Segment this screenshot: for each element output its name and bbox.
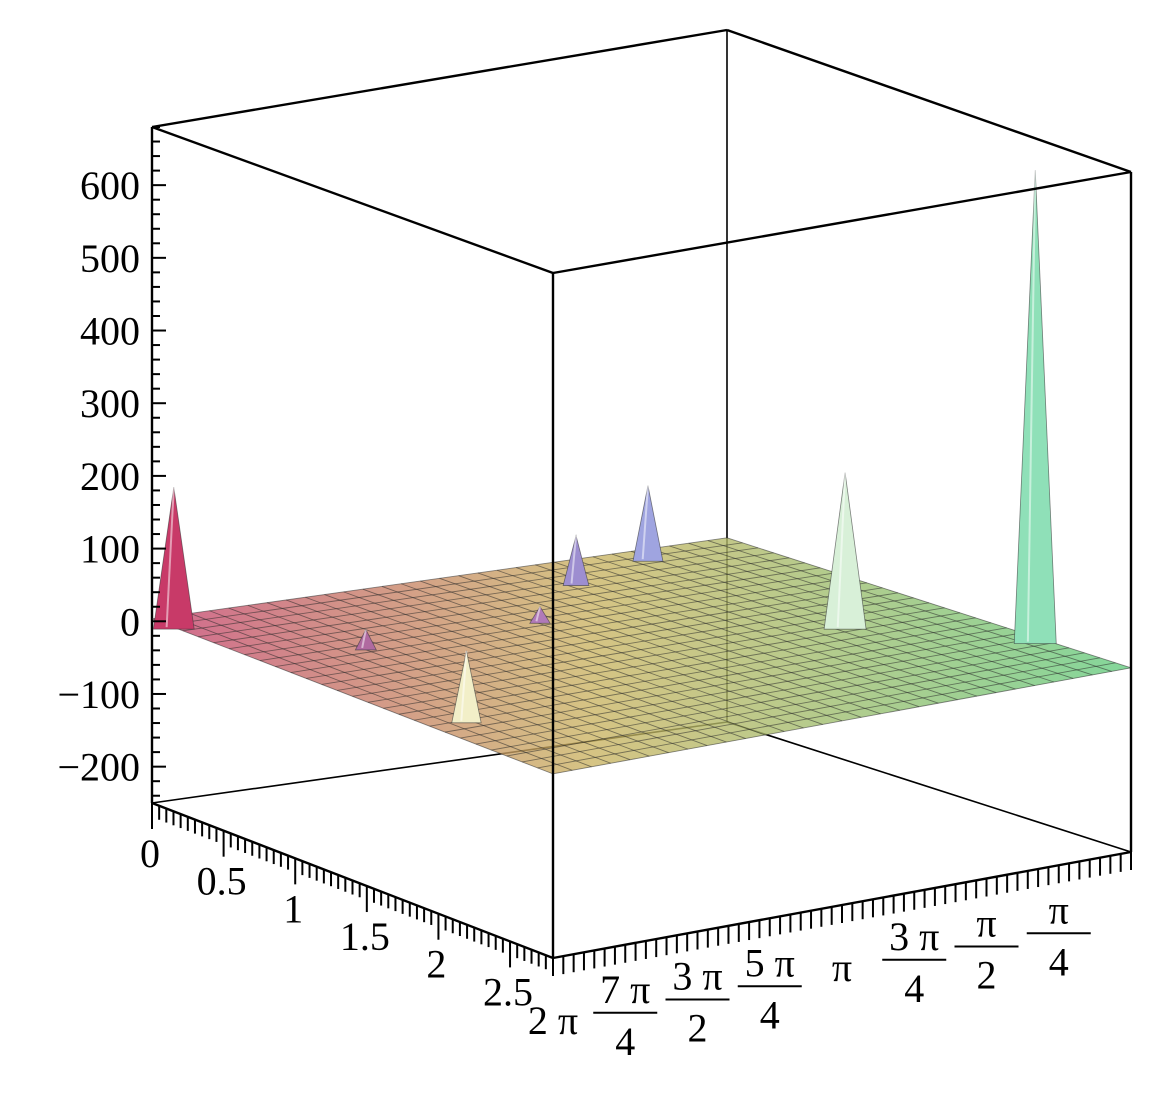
surface-gridline bbox=[420, 580, 823, 725]
surface-peak bbox=[451, 650, 482, 724]
peak-highlight bbox=[1026, 170, 1037, 642]
z-tick-label: 600 bbox=[80, 163, 140, 208]
surface-gridline bbox=[151, 618, 554, 775]
frame-edge bbox=[552, 170, 1132, 275]
y-tick-label-den: 2 bbox=[688, 1006, 708, 1051]
surface-gridline bbox=[324, 594, 727, 743]
back-frame bbox=[150, 28, 1132, 853]
x-tick-label: 2 bbox=[426, 942, 446, 987]
peak-highlight bbox=[641, 485, 649, 560]
x-axis: 0 0.5 1 1.5 2 2.5 bbox=[140, 803, 554, 1014]
surface bbox=[151, 537, 1132, 775]
surface-peak bbox=[632, 485, 664, 562]
x-tick-label: 1 bbox=[283, 886, 303, 931]
surface-gridline bbox=[573, 559, 978, 697]
y-tick-label-num: π bbox=[976, 901, 996, 946]
frame-edge bbox=[151, 125, 554, 275]
surface-peak bbox=[152, 487, 195, 630]
peak-highlight bbox=[836, 472, 847, 628]
z-tick-label: 0 bbox=[120, 599, 140, 644]
surface-gridline bbox=[592, 556, 997, 694]
y-axis: π 4 π 2 3 π 4 π 5 π 4 3 π 2 7 π 4 2 π bbox=[528, 852, 1132, 1064]
surface-gridline bbox=[496, 569, 900, 711]
surface-peak bbox=[529, 605, 551, 624]
z-tick-label: −100 bbox=[57, 672, 140, 717]
frame-edge bbox=[726, 28, 1132, 174]
z-tick-label: 100 bbox=[80, 527, 140, 572]
z-tick-label: 400 bbox=[80, 309, 140, 354]
surface-gridline bbox=[247, 604, 650, 757]
z-tick-label: 500 bbox=[80, 236, 140, 281]
y-tick-label-num: 7 π bbox=[600, 967, 650, 1012]
surface-gridline bbox=[669, 545, 1074, 679]
surface-peak bbox=[1013, 170, 1057, 645]
frame-edge bbox=[726, 721, 1132, 853]
surface-gridline bbox=[726, 537, 1132, 669]
surface-gridline bbox=[688, 542, 1093, 676]
surface-peak bbox=[823, 472, 867, 630]
y-tick-label-num: 3 π bbox=[672, 954, 722, 999]
y-tick-label-den: 4 bbox=[904, 966, 924, 1011]
y-tick-label-den: 4 bbox=[760, 992, 780, 1037]
surface-gridline bbox=[171, 615, 573, 771]
surface-gridline bbox=[305, 596, 708, 747]
peak-highlight bbox=[570, 535, 578, 584]
surface-gridline bbox=[707, 540, 1112, 672]
surface-gridline bbox=[286, 599, 689, 750]
z-axis: 600 500 400 300 200 100 0 −100 −200 bbox=[57, 126, 166, 797]
peak-highlight bbox=[535, 606, 541, 622]
surface-gridline bbox=[516, 567, 920, 708]
y-tick-label: π bbox=[832, 945, 852, 990]
surface-gridline bbox=[458, 575, 862, 718]
surface-gridline bbox=[401, 583, 804, 729]
surface-gridline bbox=[362, 588, 766, 736]
surface-fill bbox=[152, 537, 1131, 774]
peak-highlight bbox=[361, 629, 367, 649]
surface-gridline bbox=[381, 586, 785, 732]
z-tick-label: −200 bbox=[57, 745, 140, 790]
x-tick-label: 0 bbox=[140, 831, 160, 876]
surface-peak bbox=[354, 628, 378, 651]
peaks bbox=[152, 170, 1057, 724]
z-tick-label: 200 bbox=[80, 454, 140, 499]
x-tick-label: 1.5 bbox=[340, 914, 390, 959]
surface-peak bbox=[562, 534, 590, 586]
frame-edge bbox=[151, 28, 728, 129]
surface-gridline bbox=[228, 607, 631, 761]
peak-highlight bbox=[165, 487, 175, 628]
y-tick-label-den: 2 bbox=[977, 953, 997, 998]
surface-gridline bbox=[535, 564, 939, 704]
surface-gridline bbox=[477, 572, 881, 715]
x-tick-label: 0.5 bbox=[197, 859, 247, 904]
surface-gridline bbox=[611, 553, 1016, 690]
x-tick-label: 2.5 bbox=[483, 969, 533, 1014]
surface-gridline bbox=[554, 561, 958, 701]
surface-gridline bbox=[343, 591, 746, 739]
y-tick-label-den: 4 bbox=[615, 1019, 635, 1064]
y-tick-label-num: 3 π bbox=[889, 914, 939, 959]
y-tick-label-num: π bbox=[1049, 887, 1069, 932]
y-tick-label-den: 4 bbox=[1049, 939, 1069, 984]
y-tick-label-num: 5 π bbox=[745, 940, 795, 985]
surface-gridline bbox=[209, 610, 611, 764]
surface-gridline bbox=[190, 613, 592, 768]
surface-gridline bbox=[439, 577, 843, 722]
z-tick-label: 300 bbox=[80, 381, 140, 426]
peak-highlight bbox=[460, 650, 468, 721]
y-tick-label: 2 π bbox=[528, 998, 578, 1043]
